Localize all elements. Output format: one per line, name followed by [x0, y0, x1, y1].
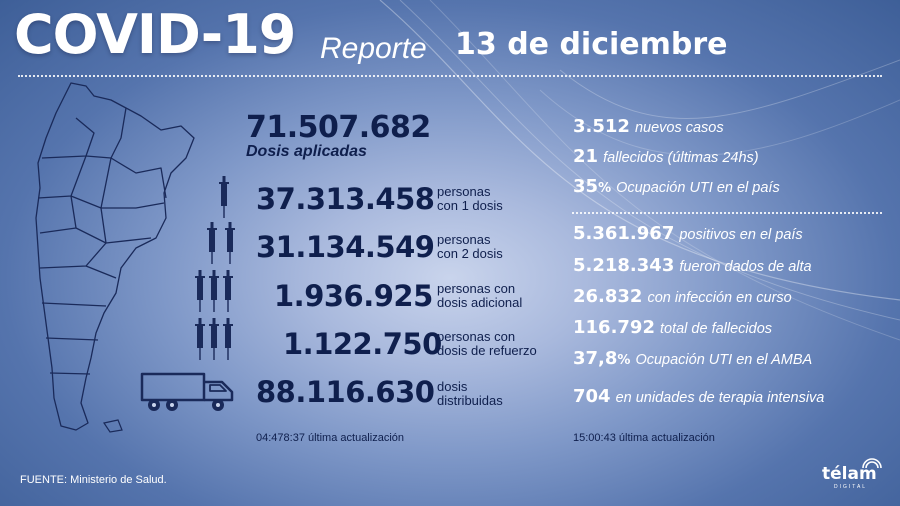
cases-update: 15:00:43 última actualización [573, 432, 715, 444]
recovered: 5.218.343 fueron dados de alta [573, 255, 812, 276]
argentina-map-icon [35, 82, 195, 433]
deaths-24h: 21 fallecidos (últimas 24hs) [573, 146, 759, 167]
title-report-word: Reporte [320, 32, 427, 65]
two-doses-label: personas con 2 dosis [437, 232, 503, 261]
new-cases: 3.512 nuevos casos [573, 116, 724, 137]
title-divider [18, 75, 882, 77]
two-doses-value: 31.134.549 [256, 230, 435, 264]
truck-icon [140, 372, 234, 411]
icu-amba: 37,8% Ocupación UTI en el AMBA [573, 348, 813, 369]
booster-dose-value: 1.122.750 [283, 327, 442, 361]
icu-patients: 704 en unidades de terapia intensiva [573, 386, 825, 407]
three-syringes-icon [195, 270, 233, 312]
total-positives: 5.361.967 positivos en el país [573, 223, 803, 244]
telam-logo-subtitle: DIGITAL [834, 484, 868, 490]
total-deaths: 116.792 total de fallecidos [573, 317, 773, 338]
active-infections: 26.832 con infección en curso [573, 286, 792, 307]
distributed-doses-value: 88.116.630 [256, 375, 435, 409]
distributed-doses-label: dosis distribuidas [437, 379, 503, 408]
additional-dose-label: personas con dosis adicional [437, 281, 523, 310]
telam-logo: télam [822, 464, 877, 484]
one-dose-value: 37.313.458 [256, 182, 435, 216]
one-dose-label: personas con 1 dosis [437, 184, 503, 213]
total-doses-label: Dosis aplicadas [246, 143, 367, 160]
title-date: 13 de diciembre [455, 27, 728, 62]
vaccination-update: 04:478:37 última actualización [256, 432, 404, 444]
three-syringes-icon [195, 318, 233, 360]
stats-divider [572, 212, 882, 214]
title-covid: COVID-19 [14, 3, 296, 66]
additional-dose-value: 1.936.925 [274, 279, 433, 313]
source-note: FUENTE: Ministerio de Salud. [20, 474, 167, 486]
two-syringes-icon [207, 222, 235, 264]
icu-country: 35% Ocupación UTI en el país [573, 176, 780, 197]
signal-waves-icon [862, 458, 882, 469]
total-doses-value: 71.507.682 [246, 110, 431, 145]
one-syringe-icon [219, 176, 229, 218]
booster-dose-label: personas con dosis de refuerzo [437, 329, 537, 358]
